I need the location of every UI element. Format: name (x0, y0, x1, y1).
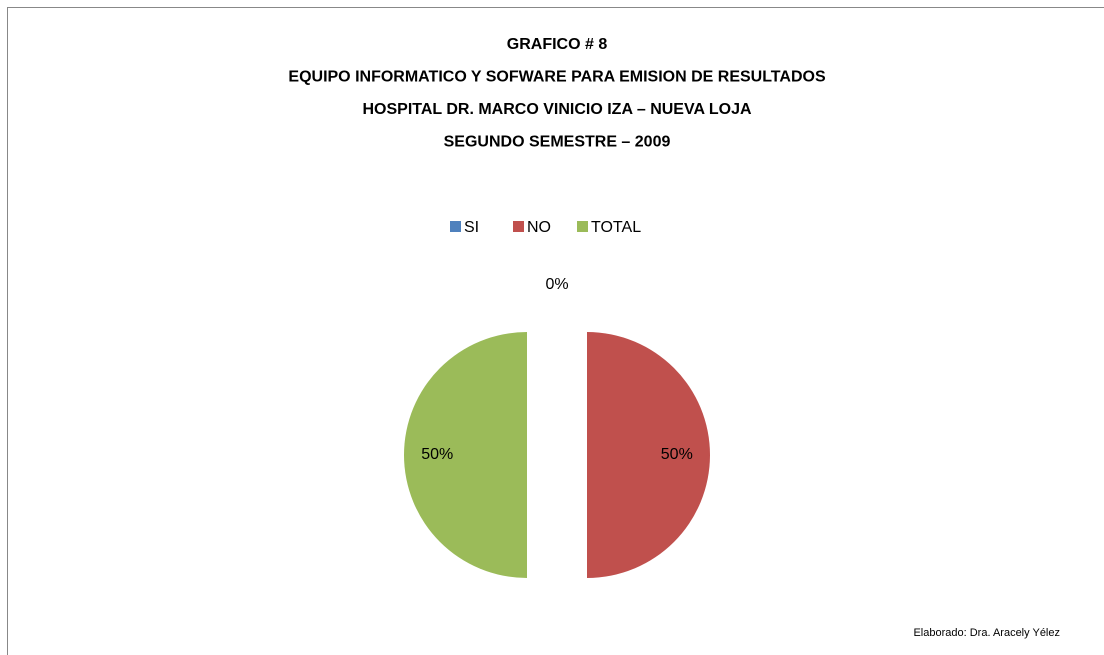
pie-slice (587, 332, 710, 578)
chart-title: SEGUNDO SEMESTRE – 2009 (444, 134, 671, 151)
legend-label: TOTAL (591, 219, 641, 236)
data-label: 50% (661, 446, 693, 463)
chart-title: GRAFICO # 8 (507, 36, 608, 53)
data-label: 50% (421, 446, 453, 463)
chart-title: EQUIPO INFORMATICO Y SOFWARE PARA EMISIO… (288, 69, 826, 86)
chart-title: HOSPITAL DR. MARCO VINICIO IZA – NUEVA L… (362, 101, 752, 118)
chart-frame (7, 7, 1104, 655)
legend-swatch (450, 221, 461, 232)
annotation: Elaborado: Dra. Aracely Yélez (913, 627, 1060, 639)
legend-label: NO (527, 219, 551, 236)
legend-swatch (577, 221, 588, 232)
data-label: 0% (545, 276, 568, 293)
pie-slice (404, 332, 527, 578)
legend-label: SI (464, 219, 479, 236)
legend-swatch (513, 221, 524, 232)
